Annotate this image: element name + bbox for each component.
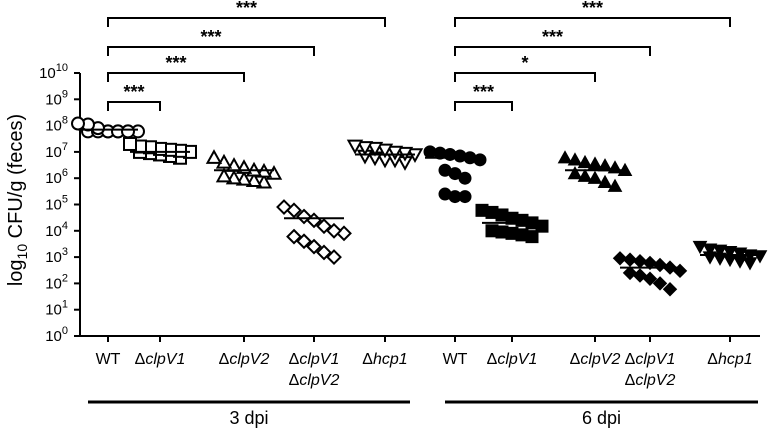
significance-bracket	[454, 72, 596, 82]
category-label: ΔclpV1	[625, 351, 676, 368]
group-label: 3 dpi	[229, 408, 268, 428]
data-point-triangle-up	[567, 166, 583, 180]
category-label: ΔclpV1	[135, 351, 186, 368]
y-tick-label: 103	[45, 246, 68, 266]
significance-stars: ***	[123, 82, 144, 102]
category-label: ΔclpV2	[219, 351, 270, 368]
data-point-diamond	[316, 244, 332, 261]
data-point-triangle-down	[702, 243, 718, 257]
data-point-triangle-down	[752, 250, 768, 264]
data-point-diamond	[612, 251, 628, 266]
data-point-diamond	[652, 276, 668, 291]
data-point-triangle-down	[366, 141, 384, 157]
y-tick-label: 100	[45, 325, 68, 345]
category-label: ΔclpV1	[487, 351, 538, 368]
data-point-triangle-down	[346, 139, 364, 155]
significance-bracket	[107, 72, 245, 82]
significance-bracket	[107, 17, 386, 27]
data-point-circle	[423, 145, 437, 159]
data-point-diamond	[286, 228, 302, 245]
data-point-diamond	[326, 249, 342, 266]
y-axis-label: log10 CFU/g (feces)	[5, 114, 30, 286]
significance-bracket	[454, 17, 731, 27]
significance-stars: ***	[165, 53, 186, 73]
data-point-triangle-up	[205, 149, 223, 164]
y-tick-label: 107	[45, 141, 68, 161]
data-point-diamond	[652, 257, 668, 273]
group-label: 6 dpi	[582, 408, 621, 428]
data-point-diamond	[316, 218, 332, 235]
data-point-triangle-down	[712, 244, 728, 258]
data-point-triangle-up	[607, 178, 623, 192]
data-points	[71, 116, 768, 297]
data-point-triangle-down	[356, 141, 374, 156]
group-labels: 3 dpi 6 dpi	[88, 400, 758, 428]
data-point-square	[123, 136, 137, 151]
significance-bracket	[454, 46, 651, 56]
y-tick-label: 101	[45, 299, 68, 319]
data-point-triangle-down	[722, 246, 738, 260]
data-point-triangle-up	[587, 156, 603, 170]
category-label: ΔclpV2	[570, 351, 621, 368]
y-tick-label: 108	[45, 115, 68, 135]
y-tick-label: 106	[45, 167, 68, 187]
significance-stars: *	[521, 53, 528, 73]
data-point-triangle-up	[597, 174, 613, 188]
data-point-triangle-up	[557, 150, 573, 164]
category-label: ΔclpV1	[289, 351, 340, 368]
axes	[74, 72, 760, 342]
y-tick-label: 102	[45, 272, 68, 292]
category-labels: WT ΔclpV1 ΔclpV2 ΔclpV1 Δhcp1 WT ΔclpV1 ΔclpV2 Δ…	[96, 351, 753, 389]
y-axis-label-sub: 10	[14, 244, 30, 260]
data-point-triangle-down	[692, 240, 708, 255]
median-lines	[78, 128, 760, 269]
data-point-diamond	[296, 208, 312, 225]
data-point-diamond	[296, 233, 312, 250]
data-point-diamond	[622, 265, 638, 281]
y-tick-label: 104	[45, 220, 68, 240]
data-point-circle	[458, 190, 472, 204]
y-tick-label: 1010	[39, 62, 68, 82]
category-label: Δhcp1	[362, 351, 407, 368]
data-point-circle	[121, 124, 135, 139]
category-label-line2: ΔclpV2	[625, 372, 676, 389]
significance-stars: ***	[582, 0, 603, 18]
data-point-triangle-up	[577, 154, 593, 169]
data-point-square	[485, 224, 499, 238]
significance-stars: ***	[473, 82, 494, 102]
data-point-triangle-down	[376, 143, 394, 159]
y-axis-label-pre: log	[5, 259, 27, 286]
significance-bracket	[107, 101, 161, 111]
data-point-diamond	[276, 199, 292, 215]
data-point-triangle-down	[732, 247, 748, 261]
significance-stars: ***	[200, 27, 221, 47]
category-label: Δhcp1	[707, 351, 752, 368]
y-axis-label-post: CFU/g (feces)	[5, 114, 27, 244]
y-tick-label: 109	[45, 88, 68, 108]
significance-bracket	[454, 101, 513, 111]
data-point-triangle-up	[215, 167, 233, 183]
data-point-circle	[438, 163, 452, 177]
category-label: WT	[96, 351, 121, 368]
category-label: WT	[443, 351, 468, 368]
data-point-circle	[438, 187, 452, 201]
significance-stars: ***	[236, 0, 257, 18]
significance-brackets: **********************	[107, 0, 731, 111]
data-point-diamond	[326, 222, 342, 239]
y-tick-labels: 100 101 102 103 104 105 106 107 108 109 1010	[39, 62, 68, 345]
category-label-line2: ΔclpV2	[289, 372, 340, 389]
data-point-square	[475, 203, 489, 217]
data-point-triangle-up	[567, 152, 583, 166]
data-point-triangle-up	[235, 170, 253, 186]
data-point-triangle-down	[386, 145, 404, 161]
data-point-diamond	[306, 238, 322, 255]
data-point-triangle-up	[587, 170, 603, 184]
y-tick-label: 105	[45, 194, 68, 214]
data-point-triangle-up	[577, 168, 593, 182]
significance-bracket	[107, 46, 315, 56]
data-point-diamond	[662, 282, 678, 297]
significance-stars: ***	[542, 27, 563, 47]
data-point-circle	[71, 116, 85, 131]
